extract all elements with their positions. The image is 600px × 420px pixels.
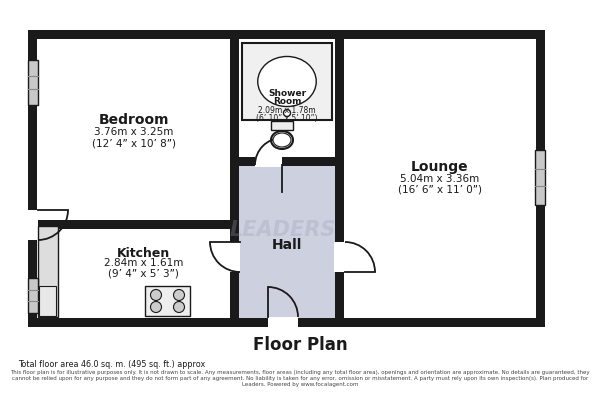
Circle shape [173,302,185,312]
Text: (16’ 6” x 11’ 0”): (16’ 6” x 11’ 0”) [398,184,482,194]
Bar [239,162,335,318]
Text: Total floor area 46.0 sq. m. (495 sq. ft.) approx: Total floor area 46.0 sq. m. (495 sq. ft… [18,360,205,369]
Text: Floor Plan: Floor Plan [253,336,347,354]
Text: 5.04m x 3.36m: 5.04m x 3.36m [400,173,479,184]
Bar [230,30,239,327]
Bar [28,318,545,327]
Text: (9’ 4” x 5’ 3”): (9’ 4” x 5’ 3”) [108,268,179,278]
Text: 3.76m x 3.25m: 3.76m x 3.25m [94,127,173,137]
Bar [229,242,240,272]
Circle shape [151,302,161,312]
Bar [335,30,344,327]
Bar [39,286,56,316]
Bar [27,210,38,240]
Text: LEADERS: LEADERS [229,220,335,239]
Bar [255,156,282,167]
Bar [535,150,545,205]
Ellipse shape [273,133,291,147]
Bar [37,39,230,225]
Bar [38,226,58,317]
Bar [28,30,37,327]
Text: (6’ 10” x 5’ 10”): (6’ 10” x 5’ 10”) [256,114,318,123]
Bar [268,317,298,328]
Text: 2.09m x 1.78m: 2.09m x 1.78m [258,106,316,115]
Bar [334,242,345,272]
Bar [28,220,239,229]
Circle shape [173,289,185,300]
Bar [37,225,230,318]
Bar [28,30,545,39]
Text: Shower: Shower [268,89,306,98]
Ellipse shape [271,131,293,149]
Bar [28,60,38,105]
Bar [242,43,332,120]
Bar [230,39,239,164]
Circle shape [284,110,290,116]
Bar [230,157,344,166]
Bar [145,286,190,316]
Bar [239,39,335,162]
Bar [536,30,545,327]
Circle shape [151,289,161,300]
Text: Lounge: Lounge [411,160,469,173]
Text: 2.84m x 1.61m: 2.84m x 1.61m [104,258,183,268]
Text: Room: Room [273,97,301,106]
Text: Kitchen: Kitchen [117,247,170,260]
Text: (12’ 4” x 10’ 8”): (12’ 4” x 10’ 8”) [91,138,176,148]
Text: Bedroom: Bedroom [98,113,169,127]
Text: Hall: Hall [272,238,302,252]
Bar [271,121,293,130]
Bar [344,39,545,318]
Text: This floor plan is for illustrative purposes only. It is not drawn to scale. Any: This floor plan is for illustrative purp… [10,370,590,386]
Ellipse shape [258,56,316,107]
Bar [28,278,38,313]
